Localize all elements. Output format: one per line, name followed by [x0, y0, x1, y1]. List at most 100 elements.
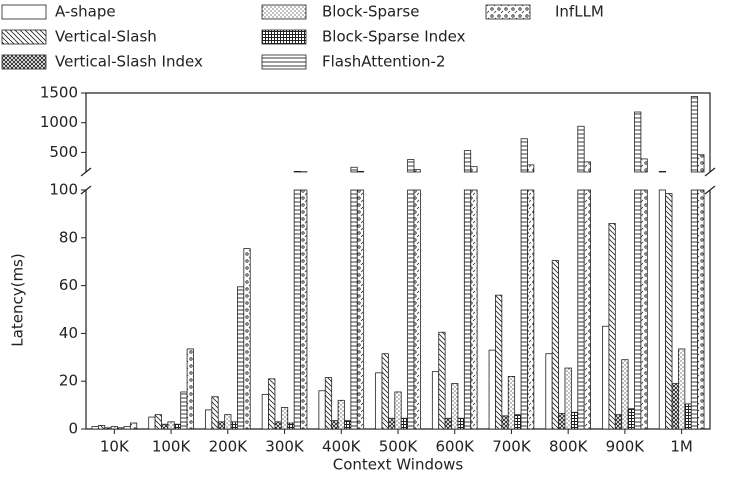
bar [502, 416, 508, 429]
bar [357, 190, 363, 429]
bar-upper [698, 155, 704, 172]
bar [659, 190, 665, 429]
bar [294, 190, 300, 429]
x-tick-label: 10K [100, 438, 130, 456]
legend-swatch [486, 5, 530, 19]
bar [275, 422, 281, 429]
bar [124, 427, 130, 429]
bar [161, 424, 167, 429]
bar [691, 190, 697, 429]
y-tick-label: 1000 [40, 113, 78, 131]
legend-swatch [2, 55, 46, 69]
bar [584, 190, 590, 429]
bar [521, 190, 527, 429]
legend-swatch [2, 5, 46, 19]
bar [609, 223, 615, 429]
bar [458, 418, 464, 429]
bar-upper [635, 112, 641, 172]
bar [269, 379, 275, 429]
bar-upper [521, 139, 527, 172]
legend-swatch [2, 30, 46, 44]
x-tick-label: 700K [492, 438, 532, 456]
bar [641, 190, 647, 429]
y-tick-label: 0 [68, 420, 78, 438]
bar-upper [408, 160, 414, 172]
bar [527, 190, 533, 429]
bar [464, 190, 470, 429]
legend-label: Vertical-Slash [55, 28, 157, 46]
bar [666, 194, 672, 429]
bar [351, 190, 357, 429]
axis-upper [86, 93, 710, 172]
x-tick-label: 100K [152, 438, 192, 456]
x-tick-label: 500K [379, 438, 419, 456]
bar [395, 392, 401, 429]
bar [408, 190, 414, 429]
x-tick-label: 800K [549, 438, 589, 456]
bar [672, 384, 678, 429]
bar [678, 349, 684, 429]
bar [635, 190, 641, 429]
x-tick-label: 200K [209, 438, 249, 456]
bar [225, 415, 231, 429]
bar [205, 410, 211, 429]
bar [489, 350, 495, 429]
y-tick-label: 80 [59, 228, 78, 246]
bar [515, 415, 521, 429]
bar-upper [294, 171, 300, 172]
bar [495, 295, 501, 429]
bar [571, 412, 577, 429]
bar [118, 428, 124, 429]
bar-upper [584, 162, 590, 172]
bar [578, 190, 584, 429]
bar [376, 373, 382, 429]
bar [439, 332, 445, 429]
bar [237, 287, 243, 429]
bar [698, 190, 704, 429]
legend-swatch [262, 30, 306, 44]
bar [98, 425, 104, 429]
bar [244, 249, 250, 429]
bar-upper [578, 126, 584, 172]
bar-upper [357, 171, 363, 172]
legend-label: A-shape [55, 3, 116, 21]
bar [288, 423, 294, 429]
bar [628, 409, 634, 429]
bar [301, 190, 307, 429]
y-tick-label: 500 [49, 143, 78, 161]
bar [471, 190, 477, 429]
bar [622, 360, 628, 429]
y-tick-label: 40 [59, 324, 78, 342]
bar [332, 421, 338, 429]
bar [565, 368, 571, 429]
y-tick-label: 60 [59, 276, 78, 294]
bar [111, 427, 117, 429]
x-tick-label: 1M [670, 438, 693, 456]
bar [218, 422, 224, 429]
bar-upper [659, 171, 665, 172]
x-tick-label: 300K [265, 438, 305, 456]
bar [168, 422, 174, 429]
bar [344, 421, 350, 429]
x-tick-label: 900K [606, 438, 646, 456]
bar [187, 349, 193, 429]
y-tick-label: 1500 [40, 84, 78, 102]
bar [552, 261, 558, 429]
bar [432, 372, 438, 429]
bar [615, 415, 621, 429]
bar [212, 397, 218, 429]
bar [452, 384, 458, 429]
legend-label: Vertical-Slash Index [55, 53, 203, 71]
bar [401, 418, 407, 429]
y-tick-label: 100 [49, 181, 78, 199]
legend-label: FlashAttention-2 [322, 53, 446, 71]
legend-swatch [262, 55, 306, 69]
bar [559, 413, 565, 429]
bar [388, 418, 394, 429]
bar [325, 378, 331, 429]
bar [414, 190, 420, 429]
bar [105, 428, 111, 429]
legend-label: Block-Sparse Index [322, 28, 466, 46]
y-tick-label: 20 [59, 372, 78, 390]
